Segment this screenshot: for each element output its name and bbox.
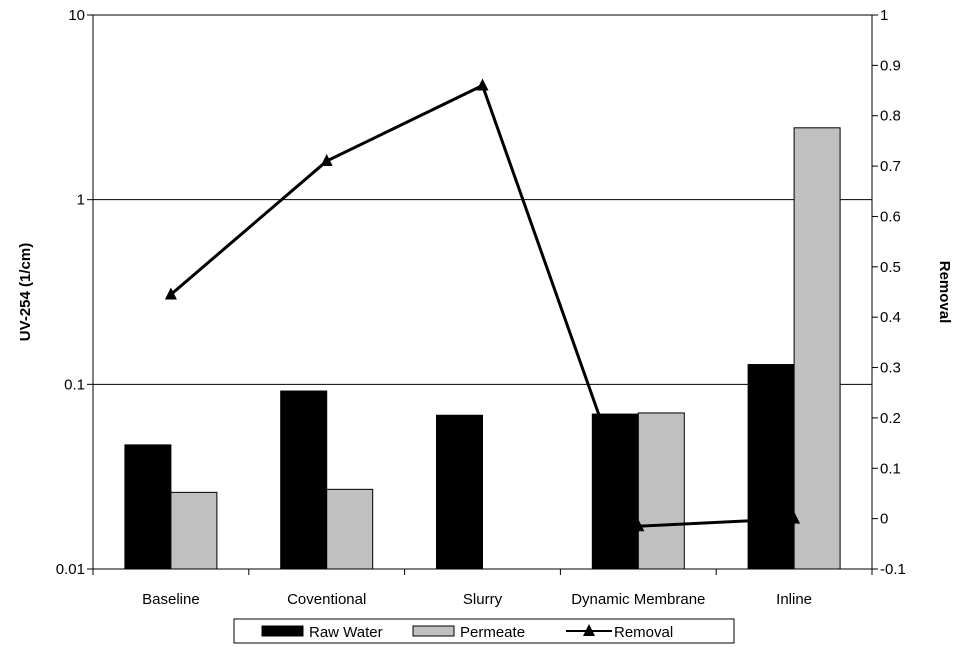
legend-swatch-removal-marker <box>583 624 595 636</box>
y-axis-right-title: Removal <box>936 261 953 324</box>
x-axis: Baseline Coventional Slurry Dynamic Membran… <box>92 569 873 608</box>
y-left-tick-label: 1 <box>77 192 85 209</box>
y-right-tick-label: -0.1 <box>880 561 906 578</box>
y-right-tick-label: 0.6 <box>880 208 901 225</box>
bar-raw-water-baseline <box>124 444 172 570</box>
x-tick-label-inline: Inline <box>776 591 812 608</box>
x-tick-label-dynamic-membrane: Dynamic Membrane <box>571 591 705 608</box>
bar-raw-water-slurry <box>436 414 483 570</box>
gridlines <box>93 199 872 385</box>
y-right-tick-label: 0.9 <box>880 57 901 74</box>
y-axis-left: 0.01 0.1 1 10 <box>56 7 93 578</box>
bar-permeate-baseline <box>170 491 218 570</box>
legend-label-removal: Removal <box>614 624 673 641</box>
bar-raw-water-inline <box>747 364 795 570</box>
y-right-tick-label: 0 <box>880 511 888 528</box>
marker-removal-dynamic-membrane <box>632 519 645 532</box>
y-right-tick-label: 0.7 <box>880 158 901 175</box>
bar-raw-water-coventional <box>280 390 328 570</box>
marker-removal-baseline <box>164 287 177 300</box>
bar-raw-water-dynamic-membrane <box>591 413 639 570</box>
y-right-tick-label: 0.4 <box>880 309 901 326</box>
y-axis-left-title: UV-254 (1/cm) <box>17 243 34 341</box>
marker-removal-inline <box>788 511 801 524</box>
y-right-tick-label: 0.2 <box>880 410 901 427</box>
legend-box <box>233 618 735 644</box>
plot-area-frame <box>92 14 873 570</box>
y-right-tick-label: 0.5 <box>880 259 901 276</box>
y-left-tick-label: 0.1 <box>64 376 85 393</box>
x-tick-label-baseline: Baseline <box>142 591 200 608</box>
legend-swatch-permeate <box>412 625 455 637</box>
marker-removal-slurry <box>476 78 489 91</box>
legend: Raw Water Permeate Removal <box>233 618 735 644</box>
marker-removal-coventional <box>320 154 333 167</box>
bars <box>124 127 841 570</box>
bar-permeate-inline <box>793 127 841 570</box>
y-axis-right: -0.1 0 0.1 0.2 0.3 0.4 0.5 0.6 0.7 0.8 0.9 1 <box>872 7 906 578</box>
legend-label-permeate: Permeate <box>460 624 525 641</box>
y-right-tick-label: 0.3 <box>880 360 901 377</box>
bar-permeate-coventional <box>326 488 374 570</box>
x-tick-label-coventional: Coventional <box>287 591 366 608</box>
y-right-tick-label: 0.8 <box>880 108 901 125</box>
legend-swatch-raw-water <box>261 625 304 637</box>
y-left-tick-label: 0.01 <box>56 561 85 578</box>
legend-label-raw-water: Raw Water <box>309 624 383 641</box>
bar-permeate-dynamic-membrane <box>637 412 685 570</box>
y-right-tick-label: 0.1 <box>880 460 901 477</box>
x-tick-label-slurry: Slurry <box>463 591 503 608</box>
y-left-tick-label: 10 <box>68 7 85 24</box>
removal-line-layer <box>164 78 801 532</box>
y-right-tick-label: 1 <box>880 7 888 24</box>
